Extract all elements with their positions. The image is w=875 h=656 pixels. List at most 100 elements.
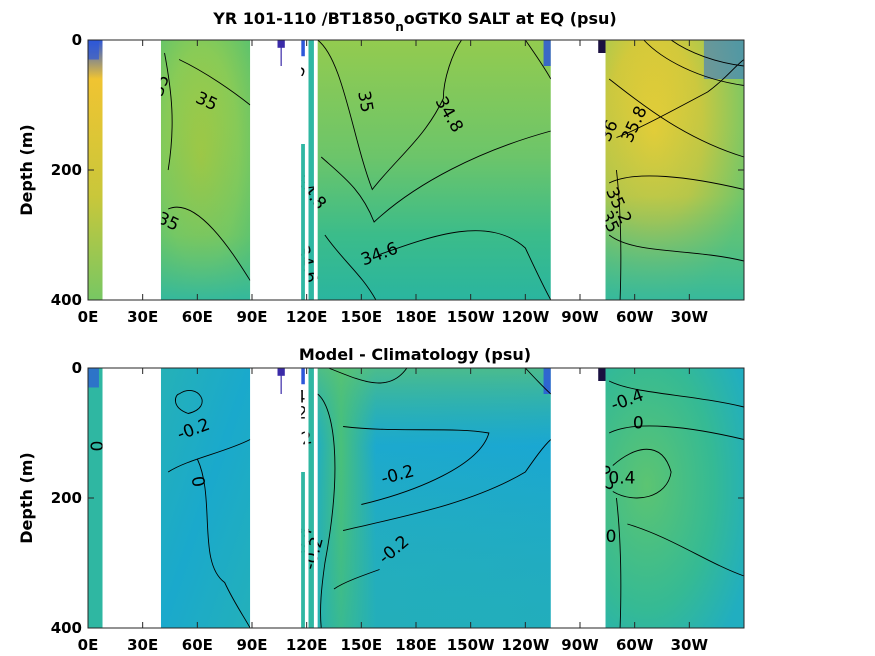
x-tick-label: 150E	[341, 308, 383, 326]
y-tick-label: 0	[72, 359, 82, 377]
contour-line	[608, 175, 745, 190]
contour-line	[615, 169, 622, 301]
contour-line	[317, 39, 462, 191]
land-mask	[304, 38, 309, 302]
x-tick-label: 180E	[395, 308, 437, 326]
contour-line	[525, 367, 552, 395]
basin-indian-ocean-shade	[160, 40, 251, 300]
contour-label: 0.4	[608, 469, 635, 489]
title-subscript: n	[395, 20, 404, 34]
contour-line	[627, 523, 745, 577]
basin-strait-b	[301, 472, 305, 628]
land-mask	[313, 38, 318, 302]
x-tick-label: 120E	[286, 636, 328, 654]
title-main: YR 101-110 /BT1850	[212, 9, 395, 28]
land-mask	[313, 366, 318, 630]
contour-line	[333, 569, 380, 590]
x-tick-label: 0E	[78, 308, 99, 326]
basin-strait-a	[308, 368, 314, 628]
y-tick-label: 400	[51, 291, 82, 309]
contour-line	[328, 367, 408, 384]
x-tick-label: 60E	[182, 636, 213, 654]
y-tick-label: 200	[51, 489, 82, 507]
contour-line	[608, 380, 745, 408]
shelf-feature-c	[598, 368, 606, 381]
contour-line	[175, 389, 203, 414]
surface-fresh-lens	[703, 40, 744, 79]
basin-african-coast	[88, 368, 103, 628]
basin-pacific-ocean-shade	[317, 368, 551, 628]
ylabel-top: Depth (m)	[17, 124, 36, 216]
ylabel-bottom: Depth (m)	[17, 452, 36, 544]
x-tick-label: 180E	[395, 636, 437, 654]
x-tick-label: 120W	[501, 308, 549, 326]
contour-label: 0	[85, 441, 105, 452]
land-mask	[102, 366, 161, 630]
contour-line	[167, 206, 251, 281]
x-tick-label: 30E	[127, 636, 158, 654]
x-tick-label: 30W	[671, 308, 709, 326]
x-tick-label: 150E	[341, 636, 383, 654]
contour-line	[615, 497, 622, 629]
contour-line	[343, 439, 552, 531]
contour-line	[524, 39, 552, 80]
x-tick-label: 90E	[236, 636, 267, 654]
contour-label: 0	[606, 527, 617, 547]
land-mask	[250, 366, 302, 630]
contour-line	[612, 448, 672, 499]
land-mask	[550, 38, 606, 302]
x-tick-label: 0E	[78, 636, 99, 654]
title-tail: oGTK0 SALT at EQ (psu)	[404, 9, 617, 28]
contour-line	[167, 439, 251, 473]
y-tick-label: 400	[51, 619, 82, 637]
x-tick-label: 90W	[561, 636, 599, 654]
shelf-feature-c	[598, 40, 606, 53]
land-mask	[250, 38, 302, 302]
coastal-upwelling	[543, 40, 551, 66]
x-tick-label: 90W	[561, 308, 599, 326]
x-tick-label: 60E	[182, 308, 213, 326]
panel-bottom: 0-0.2000.40.20-0.2-0.2-0.2-0.2-0.4-0.40-…	[51, 359, 745, 654]
chart-title-bottom: Model - Climatology (psu)	[299, 345, 531, 364]
contour-label: 0	[633, 413, 644, 433]
basin-strait-a	[308, 40, 314, 300]
contour-line	[324, 234, 377, 301]
coastal-feature-west	[88, 368, 99, 388]
land-mask	[102, 38, 161, 302]
contour-line	[643, 39, 745, 86]
chart-title-top: YR 101-110 /BT1850noGTK0 SALT at EQ (psu…	[212, 9, 616, 34]
contour-line	[379, 230, 552, 301]
contour-line	[164, 52, 173, 171]
contour-line	[608, 234, 745, 262]
coastal-upwelling	[543, 368, 551, 394]
panel-top: 353535353534.834.834.634.635.83635.2350E…	[51, 31, 745, 326]
contour-line	[343, 426, 490, 505]
x-tick-label: 150W	[447, 636, 495, 654]
contour-line	[608, 425, 745, 440]
x-tick-label: 60W	[616, 308, 654, 326]
contour-line	[196, 458, 251, 629]
basin-atlantic-ocean	[605, 368, 744, 628]
contour-line	[616, 59, 745, 138]
y-tick-label: 0	[72, 31, 82, 49]
contour-line	[320, 130, 551, 223]
x-tick-label: 60W	[616, 636, 654, 654]
contour-label: 35	[353, 89, 376, 114]
land-mask	[550, 366, 606, 630]
contour-line	[317, 393, 336, 629]
land-mask	[304, 366, 309, 630]
x-tick-label: 30E	[127, 308, 158, 326]
x-tick-label: 90E	[236, 308, 267, 326]
basin-african-coast	[88, 40, 103, 300]
contour-line	[608, 78, 745, 158]
basin-pacific-ocean	[317, 40, 551, 300]
y-tick-label: 200	[51, 161, 82, 179]
x-tick-label: 120W	[501, 636, 549, 654]
contour-label: 0	[187, 475, 209, 489]
basin-strait-b	[301, 144, 305, 300]
x-tick-label: 120E	[286, 308, 328, 326]
x-tick-label: 150W	[447, 308, 495, 326]
contour-line	[178, 59, 251, 106]
coastal-feature-west	[88, 40, 99, 60]
